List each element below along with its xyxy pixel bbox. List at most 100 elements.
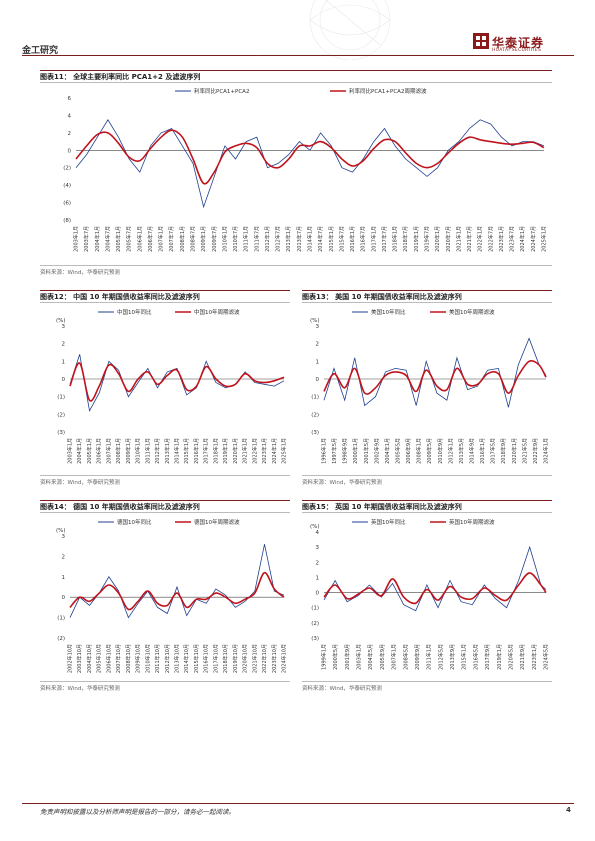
figure-bottom-rule — [302, 681, 552, 682]
x-tick-label: 2006年10月 — [105, 644, 112, 673]
x-tick-label: 2009年10月 — [135, 644, 142, 673]
x-tick-label: 2004年5月 — [367, 644, 374, 670]
chart-uk-10y: (%) 英国10年同比 英国10年周期滤波 4 3 2 1 0 (1) (2) (3)1999年1月… — [310, 518, 550, 670]
x-tick-label: 2025年1月 — [281, 438, 288, 464]
x-tick-label: 2006年1月 — [136, 226, 143, 252]
x-tick-label: 2008年1月 — [416, 438, 423, 464]
x-tick-label: 2003年10月 — [76, 644, 83, 673]
x-tick-label: 2014年7月 — [317, 226, 324, 252]
x-tick-label: 2020年7月 — [445, 226, 452, 252]
y-tick-label: 0 — [62, 595, 66, 601]
x-tick-label: 2016年7月 — [360, 226, 367, 252]
y-tick-label: 0 — [68, 148, 72, 154]
x-tick-label: 2019年1月 — [413, 226, 420, 252]
x-tick-label: 2024年1月 — [271, 438, 278, 464]
x-tick-label: 2015年1月 — [461, 644, 468, 670]
y-tick-label: 1 — [62, 575, 66, 581]
figure-source: 资料来源：Wind，华泰研究预测 — [302, 686, 382, 692]
x-tick-label: 2010年1月 — [221, 226, 228, 252]
y-tick-label: 0 — [316, 591, 320, 597]
x-tick-label: 2021年9月 — [519, 644, 526, 670]
legend-label: 美国10年周期滤波 — [449, 308, 495, 316]
y-tick-label: 2 — [62, 554, 66, 560]
y-tick-label: 4 — [316, 530, 320, 536]
y-tick-label: 4 — [68, 113, 72, 119]
y-unit-label: (%) — [56, 528, 66, 534]
figure-source: 资料来源：Wind，华泰研究预测 — [40, 686, 120, 692]
x-tick-label: 2002年9月 — [373, 438, 380, 464]
figure-title: 图表11： 全球主要利率同比 PCA1+2 及滤波序列 — [40, 73, 201, 81]
y-tick-label: 1 — [316, 575, 320, 581]
x-tick-label: 2019年1月 — [222, 438, 229, 464]
x-tick-label: 2017年9月 — [484, 644, 491, 670]
x-tick-label: 2024年1月 — [543, 438, 550, 464]
x-tick-label: 2010年1月 — [135, 438, 142, 464]
x-tick-label: 2007年1月 — [391, 644, 398, 670]
x-tick-label: 2009年1月 — [200, 226, 207, 252]
x-tick-label: 2016年10月 — [203, 644, 210, 673]
y-unit-label: (%) — [310, 524, 320, 530]
figure-title-rule — [302, 302, 552, 303]
x-tick-label: 2012年1月 — [154, 438, 161, 464]
x-tick-label: 2013年1月 — [285, 226, 292, 252]
x-tick-label: 2017年5月 — [490, 438, 497, 464]
y-tick-label: (2) — [57, 412, 65, 418]
x-tick-label: 2003年1月 — [356, 644, 363, 670]
x-tick-label: 2003年7月 — [83, 226, 90, 252]
x-tick-label: 2004年1月 — [76, 438, 83, 464]
x-tick-label: 2020年5月 — [507, 644, 514, 670]
x-tick-label: 2006年9月 — [405, 438, 412, 464]
x-tick-label: 1997年5月 — [331, 438, 338, 464]
chart-global-pca: 利率同比PCA1+PCA2 利率同比PCA1+PCA2周期滤波 6 4 2 0 (2) (4)… — [63, 87, 547, 252]
x-tick-label: 2000年5月 — [332, 644, 339, 670]
figure-title: 图表12： 中国 10 年期国债收益率同比及滤波序列 — [40, 293, 200, 301]
x-tick-label: 2010年7月 — [232, 226, 239, 252]
page-number: 4 — [566, 806, 571, 814]
x-tick-label: 2008年5月 — [402, 644, 409, 670]
figure-title: 图表15： 英国 10 年期国债收益率同比及滤波序列 — [302, 503, 462, 511]
legend-label: 英国10年同比 — [371, 518, 406, 526]
y-tick-label: 2 — [68, 131, 72, 137]
figure-top-rule — [302, 290, 552, 291]
y-tick-label: (6) — [63, 201, 71, 207]
x-tick-label: 2007年7月 — [168, 226, 175, 252]
x-tick-label: 2005年7月 — [126, 226, 133, 252]
figure-top-rule — [302, 500, 552, 501]
footer-rule — [22, 803, 574, 804]
x-tick-label: 2022年1月 — [477, 226, 484, 252]
series-line-filtered — [323, 359, 547, 395]
figure-source: 资料来源：Wind，华泰研究预测 — [40, 270, 120, 276]
x-tick-label: 2004年7月 — [104, 226, 111, 252]
x-tick-label: 2012年1月 — [447, 438, 454, 464]
header-decoration — [260, 0, 440, 60]
x-tick-label: 2023年10月 — [271, 644, 278, 673]
x-tick-label: 2012年7月 — [275, 226, 282, 252]
x-tick-label: 2016年1月 — [193, 438, 200, 464]
x-tick-label: 2022年10月 — [261, 644, 268, 673]
x-tick-label: 2015年10月 — [193, 644, 200, 673]
x-tick-label: 2004年10月 — [86, 644, 93, 673]
y-tick-label: 3 — [316, 324, 320, 330]
x-tick-label: 2013年1月 — [164, 438, 171, 464]
x-tick-label: 2007年1月 — [158, 226, 165, 252]
x-tick-label: 2024年7月 — [530, 226, 537, 252]
figure-title-rule — [302, 512, 552, 513]
y-tick-label: (2) — [63, 166, 71, 172]
series-line-yoy — [323, 545, 547, 612]
x-tick-label: 2019年7月 — [424, 226, 431, 252]
x-tick-label: 2013年10月 — [174, 644, 181, 673]
x-tick-label: 2010年9月 — [437, 438, 444, 464]
x-tick-label: 2013年5月 — [458, 438, 465, 464]
series-line-yoy — [69, 544, 285, 619]
y-tick-label: (1) — [311, 395, 319, 401]
x-tick-label: 2017年7月 — [381, 226, 388, 252]
x-tick-label: 2020年1月 — [511, 438, 518, 464]
x-tick-label: 2024年10月 — [281, 644, 288, 673]
y-tick-label: 3 — [62, 324, 66, 330]
x-tick-label: 2000年1月 — [352, 438, 359, 464]
x-tick-label: 2009年1月 — [125, 438, 132, 464]
x-tick-label: 2005年9月 — [379, 644, 386, 670]
y-tick-label: (1) — [57, 395, 65, 401]
